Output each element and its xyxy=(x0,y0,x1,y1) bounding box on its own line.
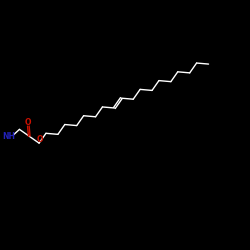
Text: O: O xyxy=(25,118,31,127)
Text: NH: NH xyxy=(2,132,15,141)
Text: O: O xyxy=(36,135,43,144)
